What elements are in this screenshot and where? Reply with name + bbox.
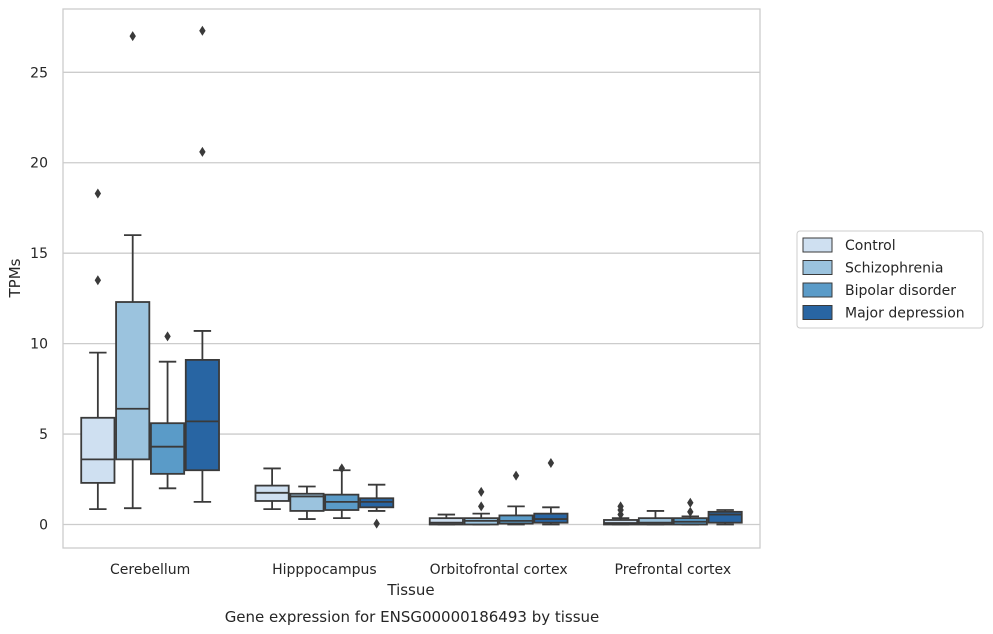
outlier-point xyxy=(129,31,136,42)
legend-swatch xyxy=(802,260,833,275)
legend-swatch xyxy=(802,282,833,298)
y-tick-label: 10 xyxy=(30,337,48,353)
outlier-point xyxy=(478,501,485,512)
x-tick-label: Orbitofrontal cortex xyxy=(430,562,568,578)
box-3-0 xyxy=(603,501,639,526)
outlier-point xyxy=(478,486,485,497)
outlier-point xyxy=(94,188,102,199)
box-1-1 xyxy=(289,485,325,520)
box-0-3 xyxy=(184,25,220,503)
x-tick-labels: Cerebellum Hipppocampus Orbitofrontal cort… xyxy=(110,562,731,578)
box-2-1 xyxy=(463,486,499,526)
y-axis-label: TPMs xyxy=(6,258,24,298)
box-2-2 xyxy=(498,470,534,526)
outlier-point xyxy=(199,146,206,157)
y-tick-labels: 0 5 10 15 20 25 xyxy=(30,65,48,533)
box-iqr xyxy=(498,514,534,525)
box-iqr xyxy=(184,358,220,472)
plot-frame xyxy=(62,8,761,549)
legend-frame xyxy=(796,230,984,329)
box-1-0 xyxy=(254,467,290,511)
outlier-point xyxy=(512,470,520,481)
legend-label: Major depression xyxy=(845,306,965,322)
box-0-0 xyxy=(80,188,116,511)
outlier-point xyxy=(617,501,624,512)
legend-label: Bipolar disorder xyxy=(845,283,956,299)
y-tick-label: 25 xyxy=(30,65,48,81)
box-3-2 xyxy=(672,497,708,526)
box-iqr xyxy=(150,422,186,475)
box-0-1 xyxy=(115,31,151,510)
box-iqr xyxy=(289,492,325,512)
box-3-3 xyxy=(707,509,743,526)
box-iqr xyxy=(428,517,464,526)
x-axis-label: Tissue xyxy=(386,581,434,599)
legend-label: Schizophrenia xyxy=(845,261,943,277)
outlier-point xyxy=(94,275,102,286)
outlier-point xyxy=(547,457,555,468)
box-2-0 xyxy=(428,513,464,526)
x-tick-label: Prefrontal cortex xyxy=(615,562,732,578)
box-1-2 xyxy=(324,463,360,520)
outlier-point xyxy=(687,497,694,508)
box-iqr xyxy=(707,510,743,524)
y-tick-label: 0 xyxy=(39,517,48,533)
box-iqr xyxy=(115,301,151,461)
box-3-1 xyxy=(637,510,673,526)
outlier-point xyxy=(164,331,171,342)
box-iqr xyxy=(80,416,116,484)
x-tick-label: Hipppocampus xyxy=(272,562,377,578)
box-2-3 xyxy=(533,457,569,526)
box-iqr xyxy=(359,497,395,509)
box-1-3 xyxy=(359,483,395,529)
box-0-2 xyxy=(150,331,186,490)
legend-swatch xyxy=(802,237,833,253)
outlier-point xyxy=(687,506,694,517)
x-tick-label: Cerebellum xyxy=(110,562,190,578)
box-iqr xyxy=(533,512,569,524)
legend-swatch xyxy=(802,305,833,320)
outlier-point xyxy=(338,463,345,474)
legend: Control Schizophrenia Bipolar disorder Majo… xyxy=(796,230,984,329)
outlier-point xyxy=(373,518,380,529)
outlier-point xyxy=(199,25,206,36)
y-tick-label: 15 xyxy=(30,246,48,262)
y-tick-label: 5 xyxy=(39,427,48,443)
y-tick-label: 20 xyxy=(30,156,48,172)
legend-label: Control xyxy=(845,238,896,254)
chart-caption: Gene expression for ENSG00000186493 by t… xyxy=(225,608,600,626)
box-iqr xyxy=(637,517,673,526)
boxes-layer xyxy=(80,25,743,529)
